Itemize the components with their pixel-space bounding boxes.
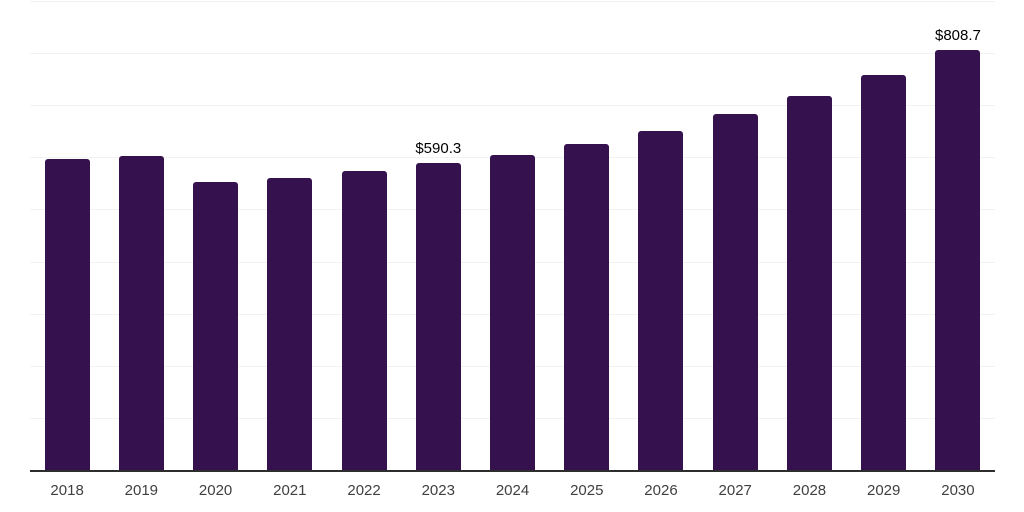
bar-band-2024 — [475, 2, 549, 471]
bar-2029 — [861, 75, 907, 471]
x-tick-label-2023: 2023 — [421, 482, 455, 499]
bar-2018 — [44, 159, 90, 471]
x-tick-label-2025: 2025 — [570, 482, 604, 499]
bar-band-2023: $590.3 — [401, 2, 475, 471]
bar-band-2026 — [624, 2, 698, 471]
gridline-800 — [30, 53, 995, 55]
x-tick-label-2020: 2020 — [198, 482, 233, 499]
plot-area: $590.3 $808.7 — [30, 1, 995, 472]
bar-2030: $808.7 — [935, 27, 981, 471]
bar-band-2020 — [178, 2, 252, 471]
bar-band-2021 — [253, 2, 327, 471]
bar-value-label-2023: $590.3 — [415, 140, 462, 158]
x-axis-line — [30, 470, 995, 472]
gridline-700 — [30, 105, 995, 107]
x-tick-label-2019: 2019 — [124, 482, 159, 499]
x-tick-label-2030: 2030 — [941, 482, 975, 499]
bar-band-2030: $808.7 — [921, 2, 995, 471]
bar-2025 — [564, 143, 610, 471]
bar-band-2025 — [550, 2, 624, 471]
bar-2026 — [638, 130, 684, 471]
bar-value-label-2030: $808.7 — [934, 26, 981, 44]
x-tick-label-2024: 2024 — [495, 482, 530, 499]
bar-2027 — [712, 113, 758, 471]
gridline-900 — [30, 1, 995, 2]
x-tick-label-2027: 2027 — [718, 482, 752, 499]
x-tick-label-2029: 2029 — [867, 482, 901, 499]
bar-band-2027 — [698, 2, 772, 471]
bar-band-2029 — [847, 2, 921, 471]
x-axis-labels: 2018 2019 2020 2021 2022 2023 2024 2025 2026 2027… — [30, 481, 995, 501]
bar-2024 — [490, 154, 536, 471]
x-tick-label-2018: 2018 — [50, 482, 84, 499]
bar-2022 — [341, 171, 387, 471]
bar-band-2018 — [30, 2, 104, 471]
x-tick-label-2021: 2021 — [273, 482, 307, 499]
x-tick-label-2022: 2022 — [347, 482, 381, 499]
bar-2028 — [786, 95, 832, 471]
bar-series: $590.3 $808.7 — [30, 2, 995, 471]
bar-2021 — [267, 177, 313, 471]
x-tick-label-2028: 2028 — [792, 482, 827, 499]
bar-2019 — [118, 155, 164, 471]
bar-2020 — [193, 181, 239, 471]
bar-band-2019 — [104, 2, 178, 471]
bar-2023: $590.3 — [415, 140, 461, 471]
x-tick-label-2026: 2026 — [644, 482, 678, 499]
bar-band-2022 — [327, 2, 401, 471]
bar-band-2028 — [772, 2, 846, 471]
